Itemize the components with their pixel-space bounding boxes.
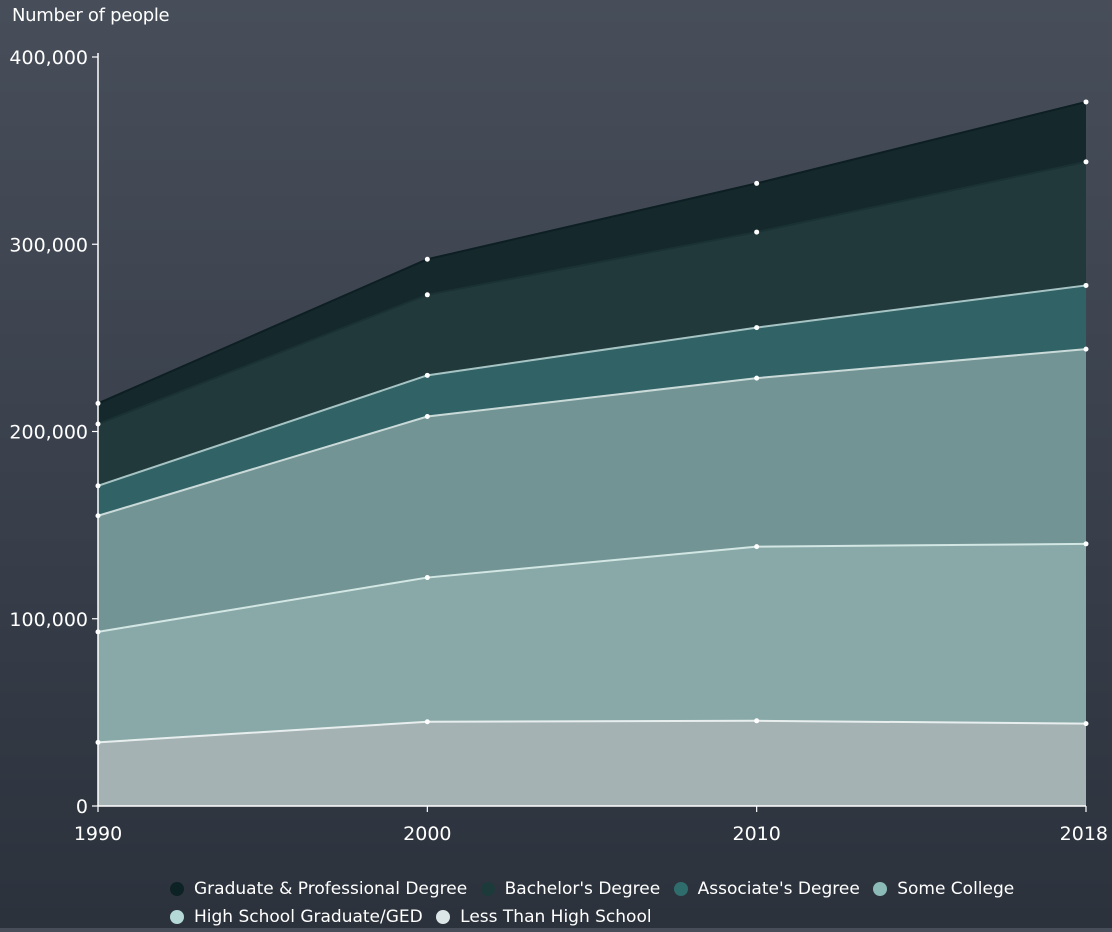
legend-swatch [170,882,184,896]
data-point [1083,159,1089,165]
legend-item-high-school[interactable]: High School Graduate/GED [170,904,423,930]
line-series-1 [97,542,1087,633]
legend-item-some-college[interactable]: Some College [873,876,1014,902]
data-point [424,575,430,581]
y-tick-label: 0 [76,796,88,818]
data-point [1083,721,1089,727]
data-point [754,375,760,381]
area-series-4 [98,161,1086,486]
legend-item-associates[interactable]: Associate's Degree [673,876,860,902]
data-point [424,256,430,262]
legend-label: High School Graduate/GED [194,907,423,927]
legend-label: Graduate & Professional Degree [194,879,468,899]
data-point [424,719,430,725]
legend-item-less-than-high-school[interactable]: Less Than High School [436,904,652,930]
y-tick-label: 100,000 [9,609,88,631]
data-point [754,180,760,186]
line-series-3 [97,284,1087,487]
legend-swatch [480,882,495,896]
x-tick-label: 2000 [403,823,451,845]
line-series-4 [97,160,1087,425]
y-tick-label: 400,000 [9,47,88,69]
legend-item-graduate-professional[interactable]: Graduate & Professional Degree [170,876,467,902]
line-series-5 [97,100,1087,405]
legend-swatch [436,910,451,924]
y-axis-title: Number of people [12,5,170,26]
data-point [754,718,760,724]
data-point [424,292,430,298]
data-point [754,325,760,331]
legend-label: Some College [897,879,1015,899]
legend: Graduate & Professional Degree Bachelor'… [170,876,1110,932]
data-point [424,372,430,378]
data-point [1083,541,1089,547]
data-point [1083,99,1089,105]
legend-label: Associate's Degree [697,879,860,899]
legend-label: Bachelor's Degree [504,879,661,899]
legend-label: Less Than High School [460,907,652,927]
legend-swatch [170,910,184,924]
y-tick-label: 200,000 [9,422,88,444]
line-series-0 [97,719,1087,744]
legend-swatch [673,882,688,896]
data-point [424,414,430,420]
legend-item-bachelors[interactable]: Bachelor's Degree [480,876,661,902]
x-tick-label: 1990 [74,823,122,845]
area-series-0 [98,720,1086,806]
stacked-area-chart: 0 100,000 200,000 300,000 400,000 1990 2000 201… [9,47,1108,845]
area-series-3 [98,285,1086,516]
x-tick-label: 2010 [732,823,780,845]
data-point [1083,346,1089,352]
y-tick-label: 300,000 [9,234,88,256]
x-tick-label: 2018 [1060,823,1108,845]
line-series-2 [97,348,1087,517]
legend-swatch [873,882,888,896]
data-point [754,544,760,550]
area-series-2 [98,349,1086,632]
data-point [1083,282,1089,288]
area-series-1 [98,543,1086,743]
data-point [754,229,760,235]
